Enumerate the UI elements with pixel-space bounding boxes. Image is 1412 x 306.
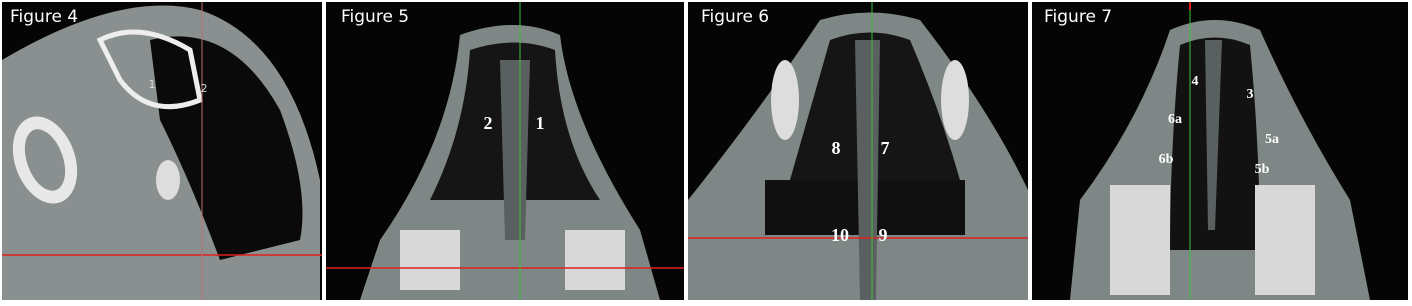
panel-figure-7: Figure 7 4 3 6a 5a 6b 5b [1032, 2, 1408, 300]
region-label: 5b [1255, 162, 1270, 177]
region-label: 5a [1265, 132, 1279, 147]
region-label: 4 [1192, 74, 1199, 89]
bone [156, 160, 180, 200]
region-label: 1 [536, 113, 545, 133]
septum [500, 60, 530, 240]
region-label: 1 [149, 78, 156, 91]
panel-title: Figure 4 [10, 7, 78, 27]
bone-outline [96, 29, 203, 110]
region-label: 2 [201, 82, 208, 95]
panel-title: Figure 6 [701, 7, 769, 27]
region-label: 2 [484, 113, 493, 133]
bone [565, 230, 625, 290]
region-label: 6b [1159, 152, 1174, 167]
panel-figure-6: Figure 6 8 7 10 9 [688, 2, 1028, 300]
septum [1205, 40, 1222, 230]
bone [941, 60, 969, 140]
region-label: 6a [1168, 112, 1182, 127]
bone [771, 60, 799, 140]
region-label: 9 [879, 225, 888, 245]
bone [1255, 185, 1315, 295]
panel-figure-4: Figure 4 1 2 [2, 2, 322, 301]
region-label: 8 [832, 138, 841, 158]
bone [1110, 185, 1170, 295]
panel-title: Figure 5 [341, 7, 409, 27]
region-label: 3 [1247, 87, 1254, 102]
region-label: 10 [831, 225, 849, 245]
panel-title: Figure 7 [1044, 7, 1112, 27]
panel-figure-5: Figure 5 2 1 [326, 2, 684, 300]
region-label: 7 [881, 138, 890, 158]
septum [855, 40, 880, 300]
airway [150, 36, 303, 261]
bone [400, 230, 460, 290]
bone-inner [24, 129, 66, 191]
